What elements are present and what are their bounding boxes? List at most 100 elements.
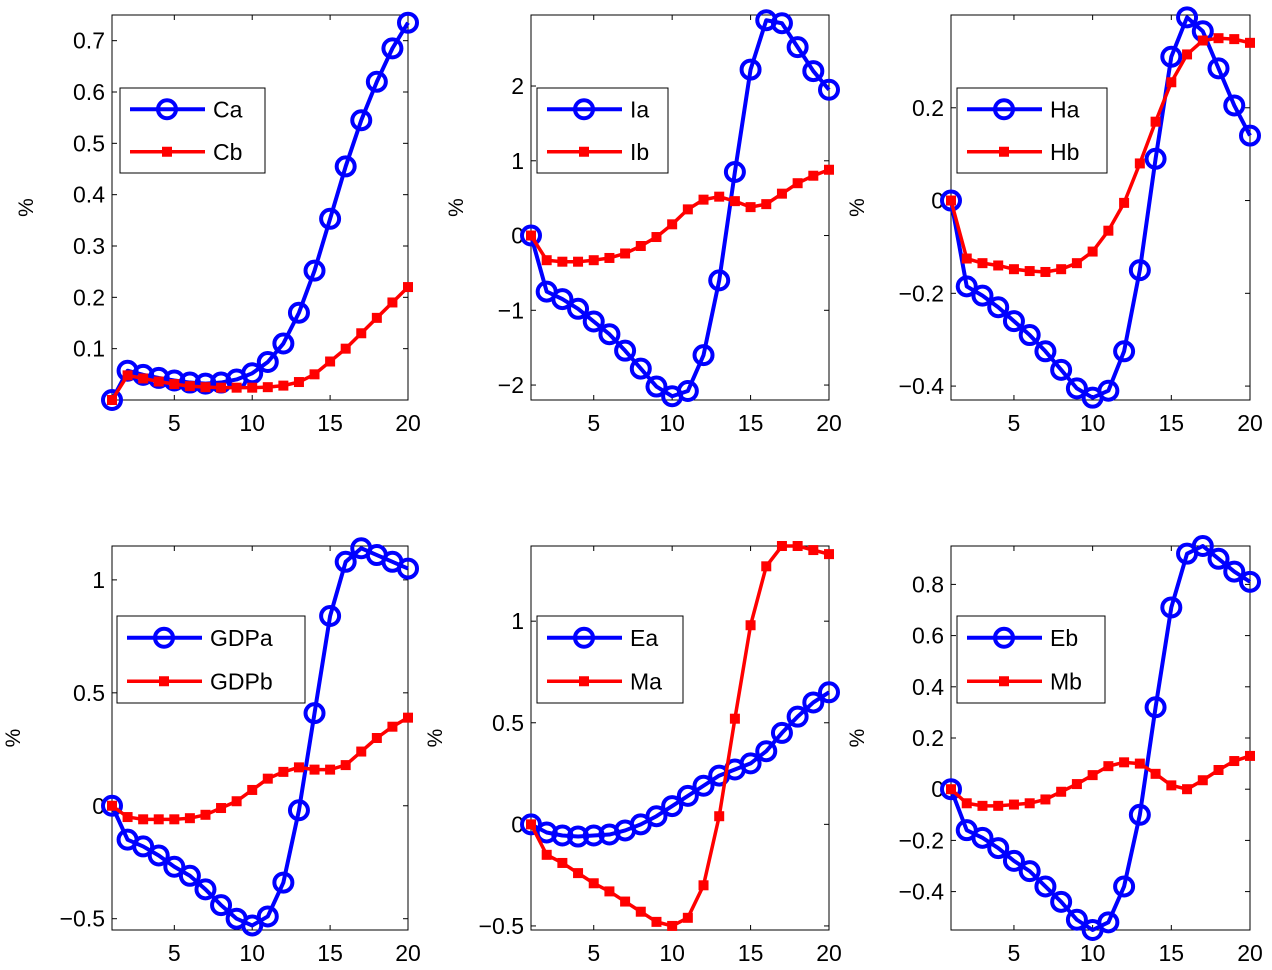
data-point xyxy=(356,746,367,757)
y-tick-label: 0 xyxy=(511,223,524,249)
data-point xyxy=(557,857,568,868)
data-point xyxy=(1213,33,1224,44)
y-tick-label: 0.8 xyxy=(912,571,944,597)
series-Hb xyxy=(946,33,1255,277)
data-point xyxy=(101,794,123,817)
legend-marker xyxy=(573,626,595,649)
x-tick-label: 15 xyxy=(317,410,343,436)
data-point xyxy=(792,178,803,189)
data-point xyxy=(1239,124,1261,147)
y-tick-label: 2 xyxy=(511,73,524,99)
y-tick-label: 0.6 xyxy=(912,623,944,649)
data-point xyxy=(169,814,180,825)
data-point xyxy=(303,259,326,282)
y-tick-label: 1 xyxy=(92,567,105,593)
data-point xyxy=(132,835,155,858)
data-point xyxy=(1245,37,1255,48)
data-point xyxy=(729,196,740,207)
data-point xyxy=(1056,264,1067,275)
data-point xyxy=(620,896,631,907)
panel-2: 5 10 15 20 −2 −1 0 1 2% Ia Ib xyxy=(445,9,842,436)
data-point xyxy=(1223,94,1246,117)
y-tick-label: 0.7 xyxy=(73,28,105,54)
data-point xyxy=(184,813,195,824)
data-point xyxy=(256,351,279,374)
legend-label: Ib xyxy=(630,139,649,165)
data-point xyxy=(1097,379,1120,402)
data-point xyxy=(340,760,351,771)
panel-5: 5 10 15 20 −0.5 0 0.5 1% Ea Ma xyxy=(424,541,842,966)
axes-box xyxy=(111,14,409,401)
x-tick-label: 10 xyxy=(1080,940,1106,966)
data-point xyxy=(739,58,762,81)
panel-1: 5 10 15 20 0.1 0.2 0.3 0.4 0.5 0.6 0.7% Ca Cb xyxy=(15,11,421,436)
x-tick-label: 20 xyxy=(816,940,842,966)
data-point xyxy=(614,339,637,362)
data-point xyxy=(961,253,972,264)
data-point xyxy=(278,380,289,391)
y-tick-label: −0.2 xyxy=(899,827,944,853)
y-tick-label: −0.4 xyxy=(899,373,945,399)
legend-box xyxy=(119,87,266,174)
data-point xyxy=(1197,775,1208,786)
data-point xyxy=(645,805,668,828)
data-point xyxy=(1128,803,1151,826)
data-point xyxy=(1113,340,1136,363)
data-point xyxy=(163,369,186,392)
series-GDPa xyxy=(101,537,419,937)
data-point xyxy=(138,814,149,825)
data-point xyxy=(745,620,756,631)
data-point xyxy=(1229,34,1240,45)
data-point xyxy=(808,170,819,181)
legend: Ha Hb xyxy=(956,87,1108,174)
data-point xyxy=(955,275,978,298)
data-point xyxy=(1119,757,1130,768)
data-point xyxy=(319,207,342,230)
data-point xyxy=(993,260,1004,271)
y-tick-label: 0.3 xyxy=(73,233,105,259)
y-axis-label: % xyxy=(2,729,25,748)
data-point xyxy=(993,800,1004,811)
data-point xyxy=(241,914,264,937)
data-point xyxy=(1144,147,1167,170)
y-tick-label: −2 xyxy=(498,372,524,398)
data-point xyxy=(1008,799,1019,810)
data-point xyxy=(371,312,382,323)
data-point xyxy=(371,733,382,743)
data-point xyxy=(770,12,793,35)
legend-marker xyxy=(162,146,172,157)
data-point xyxy=(1144,696,1167,719)
data-point xyxy=(200,809,211,820)
data-point xyxy=(1134,758,1145,769)
data-point xyxy=(1103,761,1114,772)
series-GDPb xyxy=(107,712,413,825)
data-point xyxy=(1018,324,1041,347)
legend-marker xyxy=(573,98,595,121)
data-point xyxy=(231,382,242,393)
legend-label: Ea xyxy=(630,625,658,651)
data-point xyxy=(1087,246,1098,257)
data-point xyxy=(1160,45,1183,68)
x-tick-label: 20 xyxy=(395,940,421,966)
data-point xyxy=(1223,560,1246,583)
series-Ma xyxy=(526,541,834,931)
data-point xyxy=(278,766,289,777)
data-point xyxy=(714,811,725,822)
data-point xyxy=(184,381,195,392)
data-point xyxy=(1207,547,1230,570)
data-point xyxy=(1182,49,1193,60)
data-point xyxy=(723,160,746,183)
axes-box xyxy=(950,545,1251,931)
data-point xyxy=(551,288,574,311)
legend-box xyxy=(116,615,306,704)
data-point xyxy=(387,297,398,308)
x-tick-label: 10 xyxy=(239,940,265,966)
y-tick-label: 0 xyxy=(511,811,524,837)
data-point xyxy=(692,774,715,797)
legend: GDPa GDPb xyxy=(116,615,306,704)
data-point xyxy=(309,764,320,775)
legend-label: Ma xyxy=(630,668,662,694)
y-axis-label: % xyxy=(424,729,447,748)
data-point xyxy=(194,372,217,395)
